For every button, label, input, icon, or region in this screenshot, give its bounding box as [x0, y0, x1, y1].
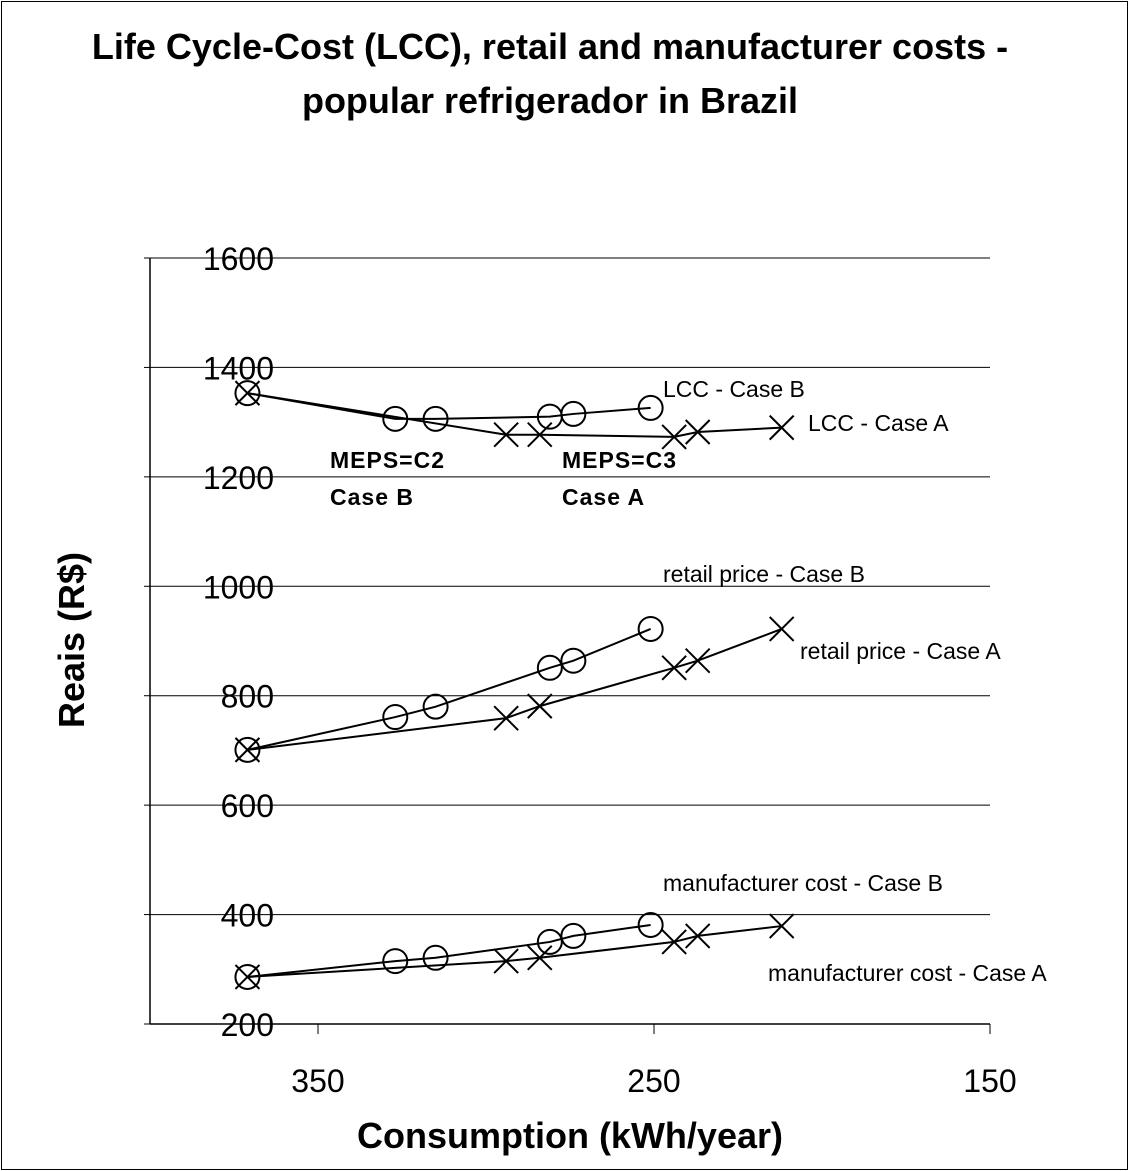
- y-tick-label: 1600: [203, 241, 274, 277]
- series-label: LCC - Case A: [808, 410, 949, 436]
- annotation: MEPS=C3: [562, 447, 677, 473]
- marker: [661, 929, 687, 955]
- marker: [560, 922, 587, 949]
- marker: [234, 736, 261, 763]
- marker: [768, 414, 795, 441]
- series-line: [247, 392, 782, 438]
- marker: [684, 923, 711, 949]
- marker: [637, 394, 664, 421]
- marker: [768, 616, 795, 642]
- series-line: [247, 923, 651, 978]
- marker: [661, 655, 687, 681]
- y-tick-label: 1000: [203, 569, 274, 605]
- marker: [234, 380, 261, 407]
- x-tick-label: 250: [627, 1063, 680, 1099]
- marker: [493, 705, 519, 731]
- marker: [234, 380, 261, 406]
- y-tick-label: 1400: [203, 350, 274, 386]
- marker: [560, 400, 587, 427]
- series-label: retail price - Case A: [800, 638, 1001, 664]
- x-axis-label: Consumption (kWh/year): [357, 1115, 783, 1156]
- marker: [422, 405, 449, 432]
- marker: [560, 647, 587, 674]
- annotation: Case B: [330, 484, 414, 510]
- annotation: MEPS=C2: [330, 447, 445, 473]
- series-label: manufacturer cost - Case B: [663, 870, 943, 896]
- marker: [382, 704, 409, 731]
- y-axis-label: Reais (R$): [51, 552, 92, 728]
- series-line: [247, 392, 651, 420]
- y-tick-label: 200: [221, 1007, 274, 1043]
- marker: [536, 654, 563, 681]
- marker: [493, 948, 519, 974]
- marker: [527, 422, 553, 448]
- chart-title: Life Cycle-Cost (LCC), retail and manufa…: [91, 26, 1009, 121]
- marker: [493, 422, 519, 448]
- marker: [422, 693, 449, 720]
- marker: [661, 424, 687, 450]
- marker: [527, 693, 553, 719]
- marker: [527, 945, 553, 971]
- marker: [637, 615, 664, 642]
- y-tick-label: 1200: [203, 460, 274, 496]
- marker: [637, 911, 664, 938]
- series-line: [247, 925, 782, 978]
- annotation: Case A: [562, 484, 645, 510]
- series-line: [247, 628, 783, 751]
- series-label: retail price - Case B: [663, 561, 865, 587]
- y-tick-label: 800: [221, 679, 274, 715]
- y-tick-label: 400: [221, 898, 274, 934]
- marker: [684, 419, 711, 445]
- marker: [684, 647, 711, 674]
- series-line: [247, 628, 652, 751]
- marker: [234, 737, 261, 763]
- x-tick-label: 350: [291, 1063, 344, 1099]
- marker: [768, 913, 795, 939]
- series-label: manufacturer cost - Case A: [768, 960, 1047, 986]
- marker: [422, 944, 449, 971]
- marker: [382, 948, 409, 975]
- x-tick-label: 150: [963, 1063, 1016, 1099]
- y-tick-label: 600: [221, 788, 274, 824]
- marker: [234, 964, 261, 990]
- series-label: LCC - Case B: [663, 376, 805, 402]
